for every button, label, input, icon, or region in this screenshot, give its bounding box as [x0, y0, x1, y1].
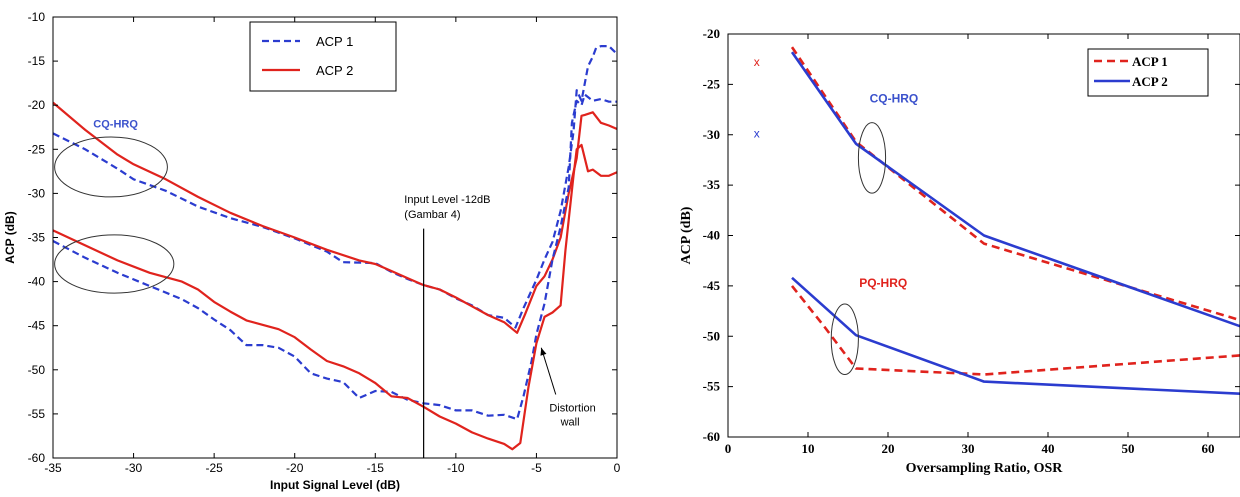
y-tick-label: -45: [28, 319, 46, 333]
right-chart: 0 10 20 30 40 50 60 -60 -55 -50 -45 -40 -35 -30 -25 -20…: [679, 26, 1240, 476]
y-tick-label: -40: [703, 228, 720, 243]
x-tick-label: 0: [614, 461, 621, 475]
highlight-ellipse: [54, 234, 175, 294]
y-tick-label: -20: [703, 26, 720, 41]
x-axis-label: Oversampling Ratio, OSR: [906, 461, 1064, 476]
x-tick-label: 10: [802, 441, 815, 456]
y-tick-label: -35: [28, 231, 46, 245]
highlight-ellipse: [830, 303, 859, 376]
y-tick-label: -60: [28, 451, 46, 465]
series-line-pq-hrq-acp-1: [790, 285, 1240, 376]
x-tick-label: -5: [531, 461, 542, 475]
y-tick-label: -45: [703, 278, 721, 293]
x-tick-label: -20: [286, 461, 304, 475]
annotation-text: CQ-HRQ: [870, 92, 919, 106]
left-chart: -35 -30 -25 -20 -15 -10 -5 0-60-55-50-45-40-35-…: [3, 10, 621, 492]
y-tick-label: -30: [703, 127, 720, 142]
x-tick-label: 60: [1202, 441, 1215, 456]
x-tick-label: 0: [725, 441, 732, 456]
x-tick-label: -35: [44, 461, 62, 475]
legend-box: [1087, 48, 1209, 97]
x-axis-label: Input Signal Level (dB): [270, 478, 400, 492]
annotation-text: PQ-HRQ: [859, 276, 907, 290]
legend-label: ACP 1: [1132, 54, 1168, 69]
y-tick-label: -55: [703, 379, 721, 394]
x-marker-glyph: x: [754, 55, 760, 69]
series-line-lower-acp-2: [52, 143, 618, 451]
series-line-cq-hrq-acp-1: [790, 46, 1240, 322]
x-tick-label: -30: [125, 461, 143, 475]
y-tick-label: -15: [28, 54, 46, 68]
legend-label: ACP 2: [1132, 74, 1168, 89]
y-tick-label: -30: [28, 186, 46, 200]
annotation-text: Distortion: [549, 402, 595, 414]
legend-box: [249, 21, 397, 92]
y-axis-label: ACP (dB): [3, 211, 17, 263]
series-line-cq-hrq-acp-2: [790, 51, 1240, 328]
y-tick-label: -55: [28, 407, 46, 421]
y-tick-label: -25: [28, 142, 46, 156]
y-tick-label: -10: [28, 10, 46, 24]
x-tick-label: -10: [447, 461, 465, 475]
x-tick-label: 50: [1122, 441, 1135, 456]
series-line-pq-hrq-acp-2: [791, 276, 1240, 395]
series-line-lower-acp-1: [52, 93, 617, 421]
x-marker-glyph: x: [754, 127, 760, 141]
annotation-text: Input Level -12dB: [404, 194, 490, 206]
y-tick-label: -50: [28, 363, 46, 377]
x-tick-label: 20: [882, 441, 895, 456]
y-tick-label: -35: [703, 177, 721, 192]
y-tick-label: -50: [703, 328, 720, 343]
annotation-text: wall: [560, 416, 580, 428]
y-tick-label: -25: [703, 76, 721, 91]
annotation-text: (Gambar 4): [404, 209, 460, 221]
annotation-text: CQ-HRQ: [93, 118, 138, 130]
x-tick-label: -15: [367, 461, 385, 475]
x-tick-label: 30: [962, 441, 975, 456]
y-tick-label: -40: [28, 275, 46, 289]
distortion-arrow-shaft: [540, 347, 557, 395]
highlight-ellipse: [857, 122, 887, 194]
highlight-ellipse: [54, 136, 168, 198]
legend-label: ACP 2: [316, 63, 353, 78]
series-line-cq-hrq-acp-2: [52, 101, 618, 334]
y-tick-label: -60: [703, 429, 720, 444]
x-tick-label: 40: [1042, 441, 1055, 456]
y-axis-label: ACP (dB): [679, 206, 694, 264]
x-tick-label: -25: [205, 461, 223, 475]
distortion-arrow-head: [540, 347, 547, 356]
y-tick-label: -20: [28, 98, 46, 112]
legend-label: ACP 1: [316, 34, 353, 49]
